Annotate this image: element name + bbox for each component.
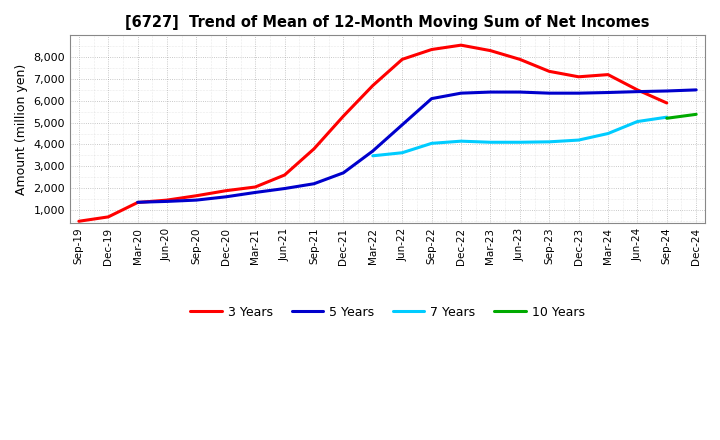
3 Years <box>603 72 612 77</box>
10 Years <box>662 116 671 121</box>
Line: 7 Years: 7 Years <box>373 117 667 156</box>
5 Years <box>133 200 142 205</box>
3 Years <box>310 146 318 151</box>
7 Years <box>516 139 524 145</box>
3 Years <box>280 172 289 178</box>
7 Years <box>369 153 377 158</box>
3 Years <box>633 87 642 92</box>
3 Years <box>662 100 671 106</box>
3 Years <box>339 114 348 119</box>
7 Years <box>427 141 436 146</box>
5 Years <box>310 181 318 187</box>
5 Years <box>486 89 495 95</box>
Title: [6727]  Trend of Mean of 12-Month Moving Sum of Net Incomes: [6727] Trend of Mean of 12-Month Moving … <box>125 15 649 30</box>
5 Years <box>633 89 642 94</box>
3 Years <box>369 83 377 88</box>
5 Years <box>222 194 230 199</box>
5 Years <box>280 186 289 191</box>
5 Years <box>163 199 171 204</box>
5 Years <box>369 148 377 154</box>
3 Years <box>163 198 171 203</box>
5 Years <box>427 96 436 101</box>
7 Years <box>545 139 554 144</box>
Line: 10 Years: 10 Years <box>667 114 696 118</box>
3 Years <box>575 74 583 80</box>
7 Years <box>575 137 583 143</box>
3 Years <box>486 48 495 53</box>
5 Years <box>251 190 259 195</box>
5 Years <box>575 91 583 96</box>
5 Years <box>516 89 524 95</box>
Line: 3 Years: 3 Years <box>79 45 667 221</box>
5 Years <box>662 88 671 94</box>
5 Years <box>192 198 201 203</box>
10 Years <box>692 112 701 117</box>
3 Years <box>222 188 230 193</box>
3 Years <box>398 57 407 62</box>
5 Years <box>603 90 612 95</box>
Y-axis label: Amount (million yen): Amount (million yen) <box>15 63 28 195</box>
7 Years <box>486 139 495 145</box>
5 Years <box>692 87 701 92</box>
7 Years <box>456 139 465 144</box>
3 Years <box>251 184 259 190</box>
3 Years <box>456 43 465 48</box>
3 Years <box>75 219 84 224</box>
5 Years <box>398 122 407 128</box>
7 Years <box>603 131 612 136</box>
5 Years <box>545 91 554 96</box>
3 Years <box>133 200 142 205</box>
7 Years <box>398 150 407 155</box>
Legend: 3 Years, 5 Years, 7 Years, 10 Years: 3 Years, 5 Years, 7 Years, 10 Years <box>185 301 590 323</box>
Line: 5 Years: 5 Years <box>138 90 696 202</box>
3 Years <box>545 69 554 74</box>
3 Years <box>104 214 112 220</box>
3 Years <box>427 47 436 52</box>
5 Years <box>456 91 465 96</box>
3 Years <box>192 193 201 198</box>
7 Years <box>633 119 642 124</box>
7 Years <box>662 114 671 120</box>
5 Years <box>339 170 348 176</box>
3 Years <box>516 57 524 62</box>
